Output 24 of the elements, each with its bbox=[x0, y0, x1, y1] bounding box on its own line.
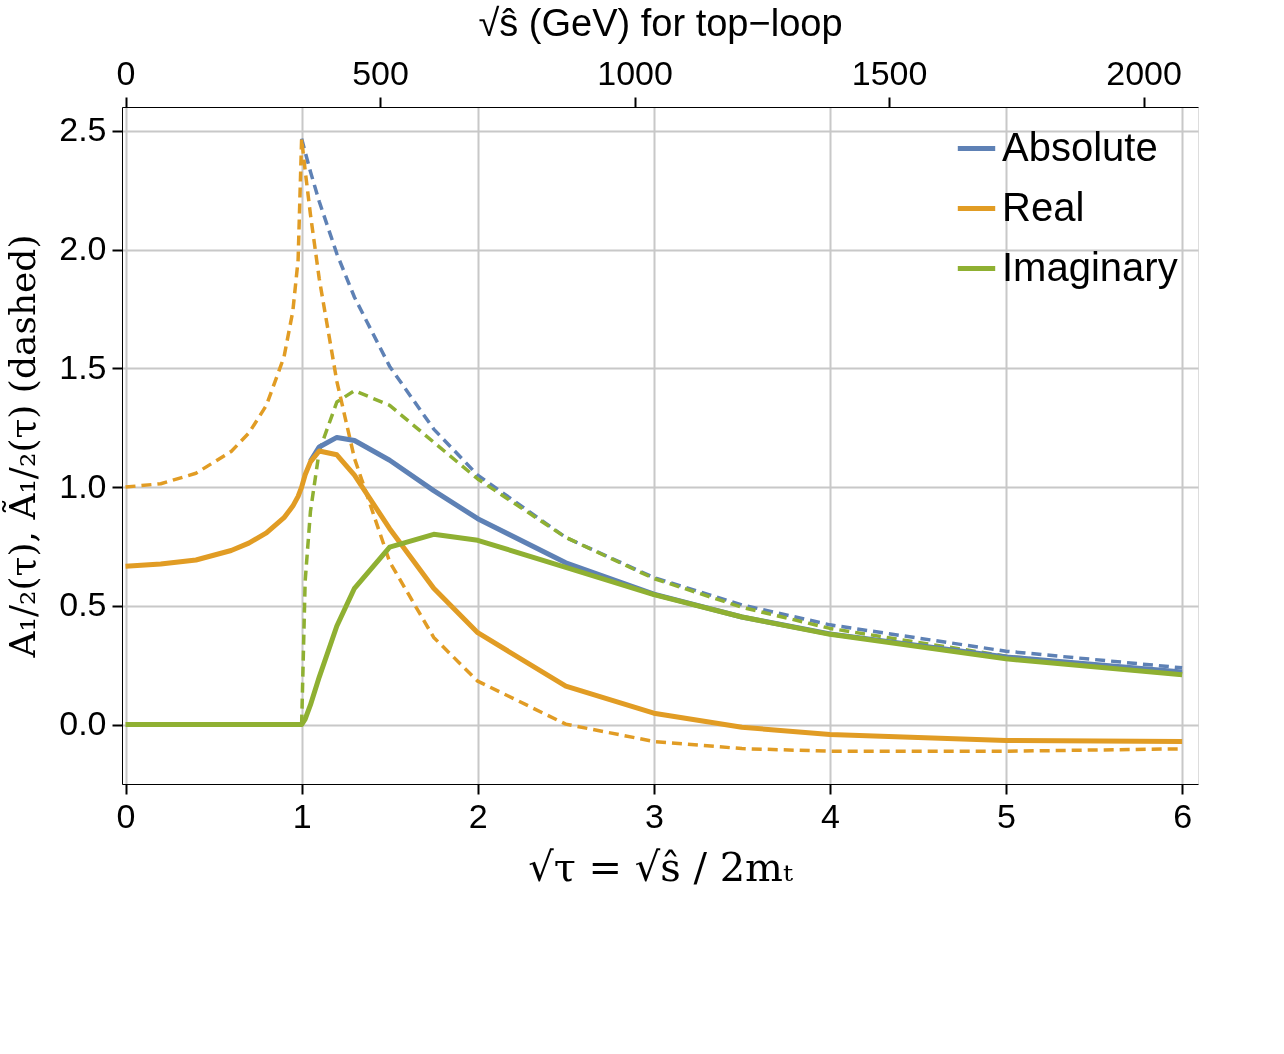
x2-tick-label: 0 bbox=[116, 53, 136, 92]
legend-label: Absolute bbox=[1002, 124, 1158, 169]
x2-axis-title: √ŝ (GeV) for top−loop bbox=[478, 1, 843, 44]
y-tick-label: 2.5 bbox=[59, 110, 107, 149]
x2-tick-label: 1000 bbox=[597, 53, 673, 92]
x2-tick-label: 500 bbox=[352, 53, 409, 92]
x2-tick-label: 1500 bbox=[851, 53, 928, 92]
x-axis-title: √τ = √ŝ / 2mₜ bbox=[528, 843, 793, 890]
y-tick-label: 0.5 bbox=[59, 585, 107, 624]
y-tick-label: 1.0 bbox=[59, 466, 107, 505]
y-tick-label: 1.5 bbox=[59, 347, 107, 386]
x-tick-label: 5 bbox=[997, 796, 1017, 835]
x-tick-label: 3 bbox=[644, 796, 664, 835]
legend-label: Imaginary bbox=[1002, 244, 1178, 289]
legend-label: Real bbox=[1002, 184, 1085, 229]
x-tick-label: 4 bbox=[820, 796, 840, 835]
y-tick-label: 0.0 bbox=[59, 704, 107, 743]
x-tick-label: 2 bbox=[468, 796, 488, 835]
x-tick-label: 0 bbox=[116, 796, 136, 835]
y-tick-label: 2.0 bbox=[59, 229, 107, 268]
x-tick-label: 6 bbox=[1173, 796, 1193, 835]
y-axis-title: A₁/₂(τ), Ã₁/₂(τ) (dashed) bbox=[2, 234, 44, 659]
x-tick-label: 1 bbox=[292, 796, 312, 835]
x2-tick-label: 2000 bbox=[1106, 53, 1182, 92]
